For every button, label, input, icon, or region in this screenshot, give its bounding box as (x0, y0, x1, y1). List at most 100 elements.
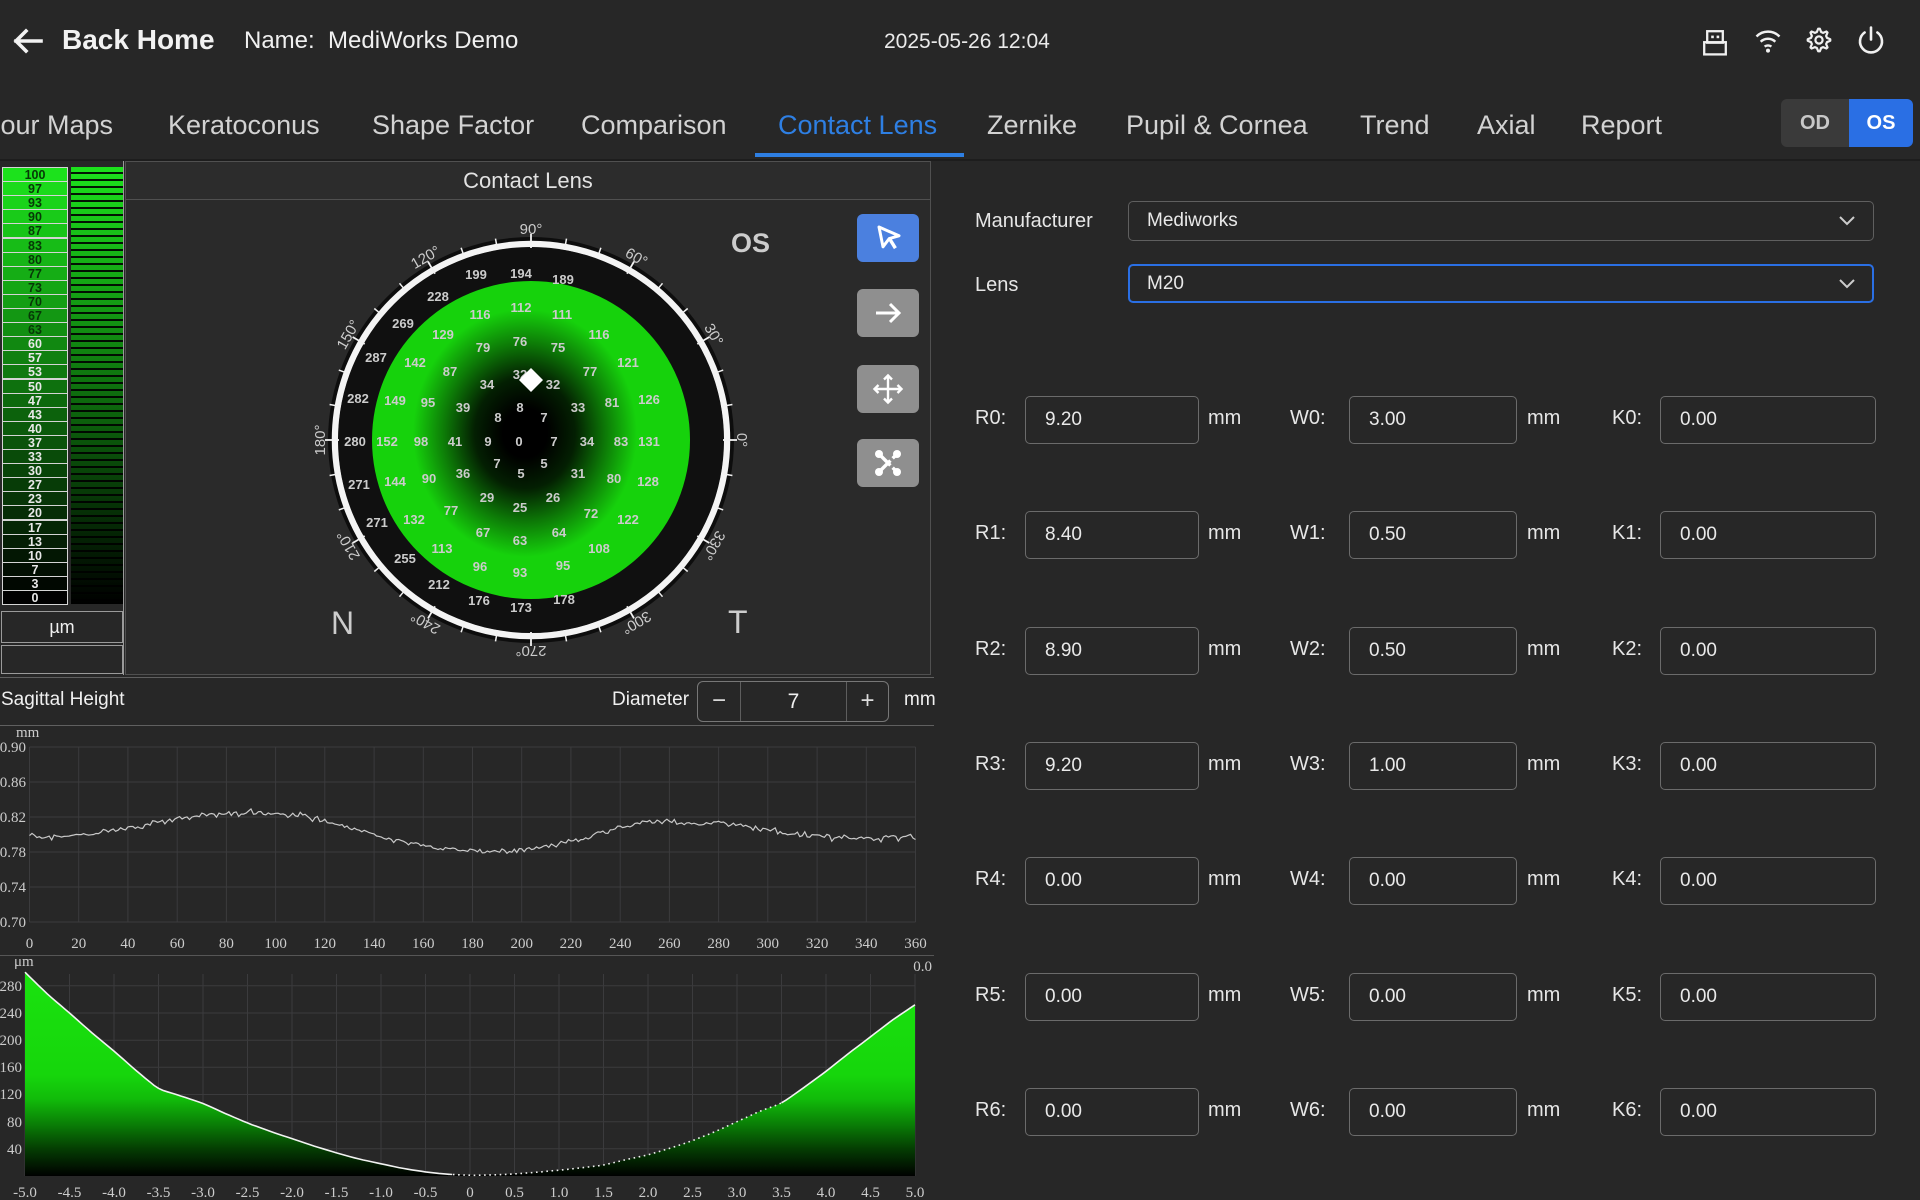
svg-text:121: 121 (617, 355, 639, 370)
svg-text:129: 129 (432, 327, 454, 342)
svg-text:75: 75 (551, 340, 565, 355)
svg-text:340: 340 (855, 936, 878, 952)
svg-text:320: 320 (806, 936, 829, 952)
svg-text:81: 81 (605, 395, 619, 410)
svg-text:128: 128 (637, 474, 659, 489)
svg-text:113: 113 (432, 541, 453, 556)
svg-text:26: 26 (546, 490, 560, 505)
svg-text:OS: OS (731, 228, 770, 258)
svg-text:32: 32 (546, 377, 560, 392)
svg-text:29: 29 (480, 490, 494, 505)
svg-text:40: 40 (7, 1142, 22, 1158)
svg-text:255: 255 (394, 551, 416, 566)
svg-text:64: 64 (552, 525, 567, 540)
svg-text:280: 280 (707, 936, 730, 952)
svg-text:80: 80 (7, 1115, 22, 1131)
svg-text:269: 269 (392, 316, 414, 331)
svg-text:194: 194 (510, 266, 532, 281)
svg-text:0.0: 0.0 (913, 959, 932, 975)
svg-text:39: 39 (456, 400, 470, 415)
svg-text:271: 271 (348, 477, 370, 492)
svg-text:-3.5: -3.5 (147, 1185, 171, 1200)
svg-text:199: 199 (465, 267, 487, 282)
svg-text:1.5: 1.5 (594, 1185, 613, 1200)
svg-text:280: 280 (344, 434, 366, 449)
svg-text:mm: mm (16, 725, 40, 741)
svg-text:122: 122 (617, 512, 639, 527)
svg-text:120: 120 (314, 936, 337, 952)
svg-text:83: 83 (614, 434, 628, 449)
svg-text:280: 280 (0, 979, 22, 995)
svg-text:-2.5: -2.5 (236, 1185, 260, 1200)
svg-text:300: 300 (757, 936, 780, 952)
svg-text:34: 34 (580, 434, 595, 449)
svg-text:112: 112 (511, 300, 532, 315)
svg-text:-5.0: -5.0 (13, 1185, 37, 1200)
svg-text:2.5: 2.5 (683, 1185, 702, 1200)
svg-text:0.82: 0.82 (0, 810, 26, 826)
svg-text:60: 60 (170, 936, 185, 952)
svg-text:260: 260 (658, 936, 681, 952)
svg-text:228: 228 (427, 289, 449, 304)
svg-text:160: 160 (0, 1060, 22, 1076)
svg-text:-0.5: -0.5 (414, 1185, 438, 1200)
svg-text:189: 189 (552, 272, 574, 287)
svg-text:3.0: 3.0 (728, 1185, 747, 1200)
svg-text:5: 5 (540, 456, 547, 471)
svg-text:282: 282 (347, 391, 369, 406)
svg-text:270°: 270° (515, 642, 546, 659)
svg-text:287: 287 (365, 350, 387, 365)
svg-text:20: 20 (71, 936, 86, 952)
svg-text:111: 111 (552, 307, 572, 322)
svg-text:144: 144 (384, 474, 406, 489)
svg-text:132: 132 (403, 512, 425, 527)
svg-text:140: 140 (363, 936, 386, 952)
svg-text:2.0: 2.0 (639, 1185, 658, 1200)
svg-text:212: 212 (428, 577, 450, 592)
svg-text:72: 72 (584, 506, 598, 521)
svg-text:7: 7 (540, 410, 547, 425)
svg-text:T: T (728, 604, 748, 640)
svg-text:93: 93 (513, 565, 527, 580)
svg-text:76: 76 (513, 334, 527, 349)
svg-text:240: 240 (609, 936, 632, 952)
svg-text:5: 5 (517, 466, 524, 481)
svg-text:μm: μm (14, 954, 34, 970)
svg-text:0: 0 (466, 1185, 474, 1200)
svg-text:0°: 0° (733, 433, 750, 447)
svg-text:0: 0 (26, 936, 34, 952)
svg-text:220: 220 (560, 936, 583, 952)
svg-text:-2.0: -2.0 (280, 1185, 304, 1200)
svg-text:98: 98 (414, 434, 428, 449)
svg-text:77: 77 (444, 503, 458, 518)
svg-text:80: 80 (219, 936, 234, 952)
svg-text:90: 90 (422, 471, 436, 486)
svg-text:34: 34 (480, 377, 495, 392)
svg-text:1.0: 1.0 (550, 1185, 569, 1200)
svg-text:4.0: 4.0 (817, 1185, 836, 1200)
svg-text:79: 79 (476, 340, 490, 355)
svg-text:-3.0: -3.0 (191, 1185, 215, 1200)
svg-text:5.0: 5.0 (906, 1185, 925, 1200)
svg-text:-4.0: -4.0 (102, 1185, 126, 1200)
svg-text:0.5: 0.5 (505, 1185, 524, 1200)
svg-text:87: 87 (443, 364, 457, 379)
svg-text:40: 40 (120, 936, 135, 952)
svg-text:67: 67 (476, 525, 490, 540)
svg-text:160: 160 (412, 936, 435, 952)
svg-text:0.78: 0.78 (0, 845, 26, 861)
svg-text:8: 8 (494, 410, 501, 425)
svg-text:96: 96 (473, 559, 487, 574)
svg-text:N: N (331, 605, 354, 641)
svg-text:-1.0: -1.0 (369, 1185, 393, 1200)
svg-text:108: 108 (588, 541, 610, 556)
svg-text:8: 8 (516, 400, 523, 415)
svg-text:0.86: 0.86 (0, 775, 27, 791)
svg-text:200: 200 (510, 936, 533, 952)
svg-text:41: 41 (448, 434, 462, 449)
svg-text:0.70: 0.70 (0, 915, 26, 931)
svg-text:152: 152 (376, 434, 398, 449)
svg-text:31: 31 (571, 466, 585, 481)
svg-text:0.90: 0.90 (0, 740, 26, 756)
svg-text:63: 63 (513, 533, 527, 548)
